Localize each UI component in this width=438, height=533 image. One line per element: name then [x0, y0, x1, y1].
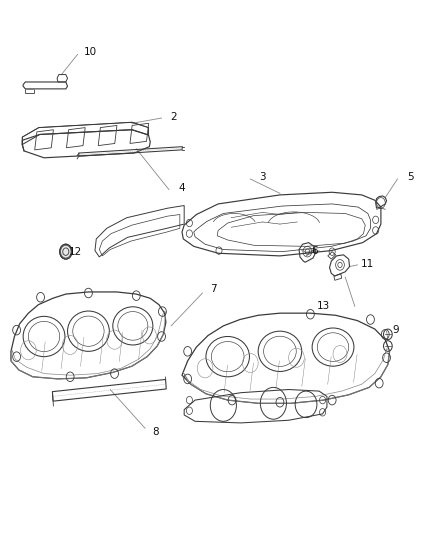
Text: 3: 3 [259, 172, 266, 182]
Text: 8: 8 [152, 427, 159, 437]
Text: 13: 13 [317, 301, 330, 311]
Circle shape [60, 245, 71, 258]
Text: 2: 2 [170, 112, 177, 122]
Text: 4: 4 [179, 183, 185, 193]
Text: 5: 5 [407, 172, 414, 182]
Text: 12: 12 [69, 247, 82, 257]
Text: 7: 7 [211, 284, 217, 294]
Text: 10: 10 [84, 47, 97, 56]
Text: 9: 9 [392, 325, 399, 335]
Text: 11: 11 [360, 259, 374, 269]
Text: 6: 6 [311, 246, 318, 256]
